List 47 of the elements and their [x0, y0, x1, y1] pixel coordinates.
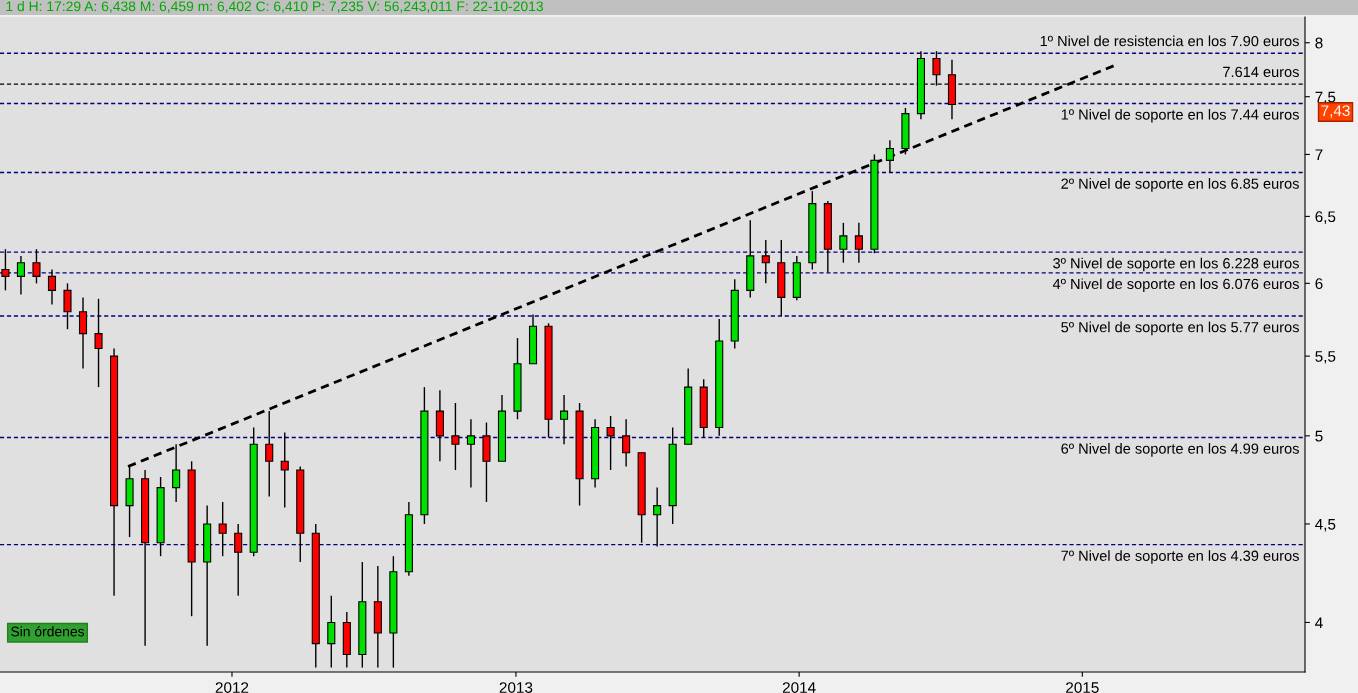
candlestick	[32, 248, 41, 285]
chart-title: 1 d H: 17:29 A: 6,438 M: 6,459 m: 6,402 C: 6,410 P: 7,235 V: 56,243,011 F: 22-10-2013	[6, 1, 543, 13]
y-tick-label: 5	[1315, 430, 1323, 442]
y-tick-label: 7,5	[1315, 91, 1336, 105]
ref-line-label: 1º Nivel de soporte en los 7.44 euros	[1061, 108, 1299, 123]
candlestick	[560, 394, 569, 445]
candlestick	[218, 501, 227, 557]
ref-line-label: 1º Nivel de resistencia en los 7.90 euros	[1040, 35, 1299, 47]
y-tick-label: 6	[1315, 278, 1323, 290]
y-tick-label: 5,5	[1315, 351, 1336, 364]
y-tick-label: 6,5	[1315, 211, 1336, 224]
x-tick-label: 2013	[499, 682, 533, 693]
candlestick	[839, 222, 848, 264]
candlestick	[451, 402, 460, 471]
candlestick	[265, 410, 274, 498]
ref-line-label: 3º Nivel de soporte en los 6.228 euros	[1053, 257, 1299, 272]
ref-line-label: 4º Nivel de soporte en los 6.076 euros	[1052, 278, 1299, 292]
candlestick	[47, 268, 57, 306]
ref-line-label: 2º Nivel de soporte en los 6.85 euros	[1061, 178, 1299, 192]
x-tick-label: 2014	[782, 682, 816, 693]
candlestick	[606, 415, 615, 471]
x-tick-label: 2015	[1066, 682, 1099, 693]
candlestick	[94, 298, 103, 388]
text: 7,43	[1321, 105, 1350, 118]
y-tick-label: 8	[1315, 37, 1323, 49]
candlestick	[234, 523, 243, 597]
annotation: Sin órdenes	[11, 626, 85, 637]
candlestick	[327, 595, 336, 669]
candlestick	[854, 222, 863, 264]
y-tick-label: 4,5	[1315, 518, 1336, 532]
ref-line-label: 7º Nivel de soporte en los 4.39 euros	[1061, 550, 1299, 564]
y-tick-label: 7	[1315, 149, 1323, 160]
candlestick	[16, 255, 25, 296]
candlestick	[1, 248, 10, 292]
candlestick	[280, 431, 289, 509]
candlestick	[78, 296, 88, 370]
candlestick	[653, 486, 662, 548]
ref-line-label: 6º Nivel de soporte en los 4.99 euros	[1061, 443, 1299, 457]
candlestick	[466, 418, 475, 489]
candlestick	[63, 282, 72, 330]
ref-line-label: 7.614 euros	[1223, 66, 1299, 78]
candlestick	[761, 239, 770, 285]
ref-line-label: 5º Nivel de soporte en los 5.77 euros	[1061, 321, 1299, 336]
candlestick	[885, 139, 894, 174]
y-tick-label: 4	[1315, 617, 1323, 629]
candlestick	[622, 418, 631, 468]
x-tick-label: 2012	[215, 682, 249, 693]
